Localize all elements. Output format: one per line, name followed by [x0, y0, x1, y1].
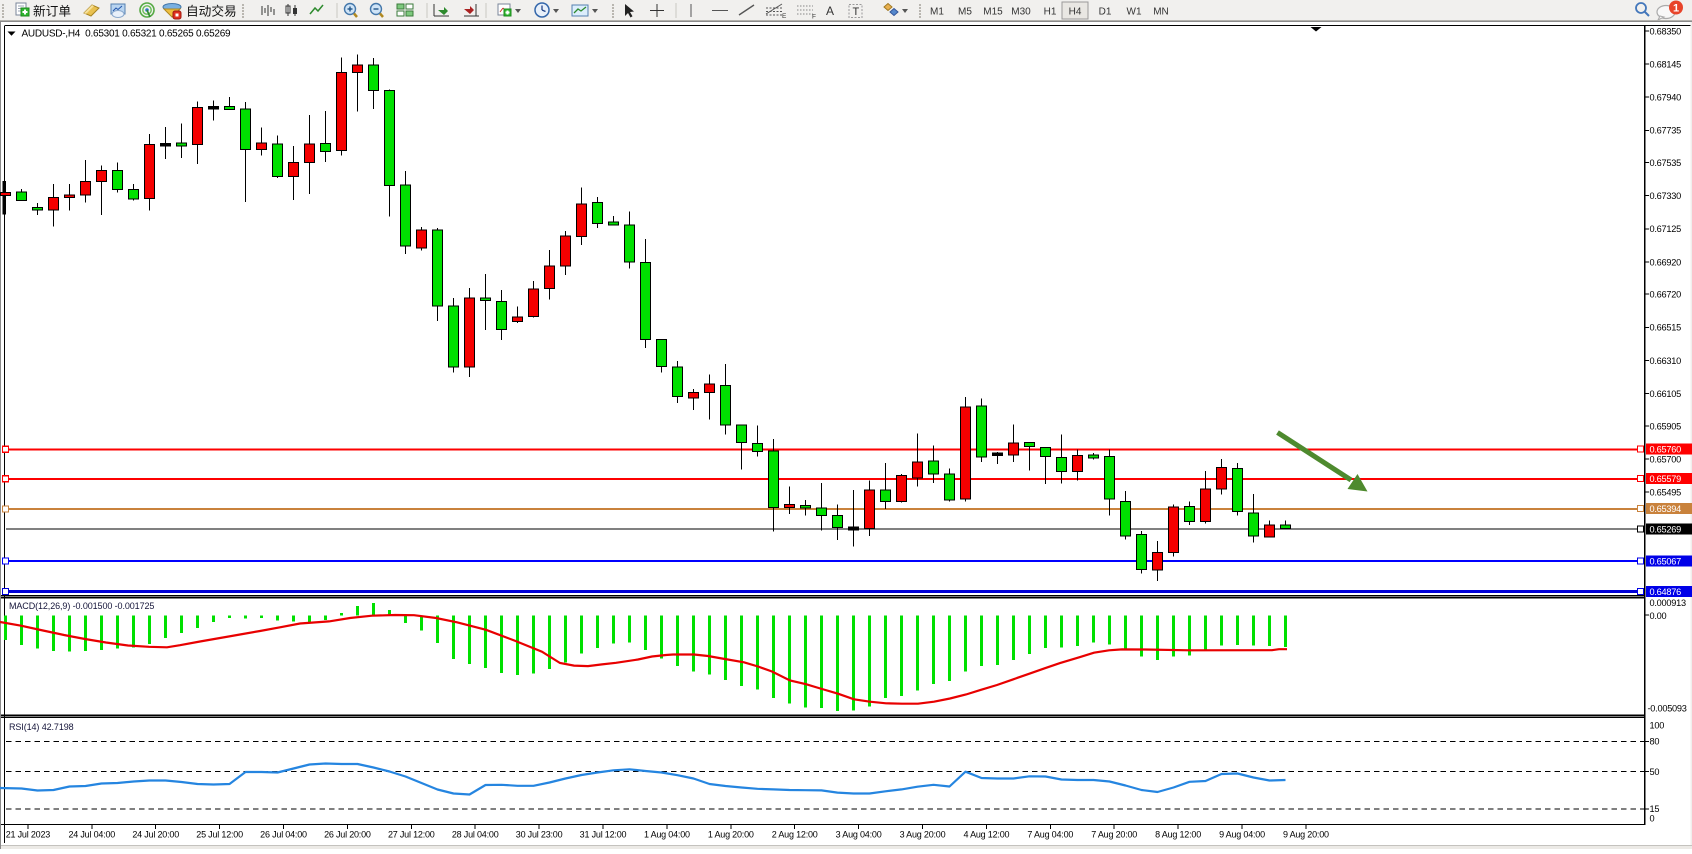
- svg-text:0.65394: 0.65394: [1650, 504, 1682, 514]
- svg-text:0.67735: 0.67735: [1650, 126, 1682, 136]
- svg-text:H1: H1: [1044, 7, 1057, 18]
- svg-text:28 Jul 04:00: 28 Jul 04:00: [452, 830, 499, 840]
- svg-text:0.65269: 0.65269: [1650, 525, 1682, 535]
- svg-text:2 Aug 12:00: 2 Aug 12:00: [772, 830, 818, 840]
- svg-text:0.67940: 0.67940: [1650, 93, 1682, 103]
- svg-text:3 Aug 20:00: 3 Aug 20:00: [900, 830, 946, 840]
- svg-text:0.67125: 0.67125: [1650, 224, 1682, 234]
- svg-text:0.65579: 0.65579: [1650, 474, 1682, 484]
- svg-text:24 Jul 20:00: 24 Jul 20:00: [132, 830, 179, 840]
- svg-text:M30: M30: [1011, 7, 1031, 18]
- svg-text:AUDUSD-,H4 0.65301 0.65321 0.: AUDUSD-,H4 0.65301 0.65321 0.65265 0.652…: [22, 29, 232, 40]
- svg-text:7 Aug 04:00: 7 Aug 04:00: [1027, 830, 1073, 840]
- svg-text:4 Aug 12:00: 4 Aug 12:00: [963, 830, 1009, 840]
- svg-text:0.68350: 0.68350: [1650, 26, 1682, 36]
- svg-text:25 Jul 12:00: 25 Jul 12:00: [196, 830, 243, 840]
- svg-text:M15: M15: [983, 7, 1003, 18]
- svg-text:80: 80: [1650, 737, 1660, 747]
- svg-text:3 Aug 04:00: 3 Aug 04:00: [836, 830, 882, 840]
- svg-text:15: 15: [1650, 804, 1660, 814]
- svg-text:1 Aug 04:00: 1 Aug 04:00: [644, 830, 690, 840]
- svg-text:30 Jul 23:00: 30 Jul 23:00: [516, 830, 563, 840]
- svg-text:0: 0: [1650, 814, 1655, 824]
- svg-text:0.66920: 0.66920: [1650, 257, 1682, 267]
- svg-text:M5: M5: [958, 7, 972, 18]
- svg-text:自动交易: 自动交易: [186, 4, 237, 19]
- svg-text:0.66515: 0.66515: [1650, 323, 1682, 333]
- svg-text:H4: H4: [1069, 7, 1082, 18]
- svg-text:0.00: 0.00: [1650, 611, 1667, 621]
- svg-text:F: F: [812, 14, 816, 21]
- svg-text:0.68145: 0.68145: [1650, 60, 1682, 70]
- svg-text:100: 100: [1650, 721, 1665, 731]
- svg-text:0.65067: 0.65067: [1650, 557, 1682, 567]
- svg-text:0.64876: 0.64876: [1650, 587, 1682, 597]
- svg-text:21 Jul 2023: 21 Jul 2023: [6, 830, 51, 840]
- svg-text:-0.005093: -0.005093: [1648, 704, 1687, 714]
- svg-text:0.67535: 0.67535: [1650, 158, 1682, 168]
- svg-text:31 Jul 12:00: 31 Jul 12:00: [580, 830, 627, 840]
- svg-text:1: 1: [1673, 3, 1679, 15]
- svg-text:0.66720: 0.66720: [1650, 290, 1682, 300]
- svg-text:27 Jul 12:00: 27 Jul 12:00: [388, 830, 435, 840]
- svg-text:D1: D1: [1099, 7, 1112, 18]
- svg-text:M1: M1: [930, 7, 944, 18]
- svg-text:1 Aug 20:00: 1 Aug 20:00: [708, 830, 754, 840]
- svg-text:8 Aug 12:00: 8 Aug 12:00: [1155, 830, 1201, 840]
- svg-text:E: E: [782, 13, 787, 20]
- svg-text:T: T: [853, 6, 860, 18]
- svg-text:MACD(12,26,9) -0.001500 -0.001: MACD(12,26,9) -0.001500 -0.001725: [9, 601, 154, 611]
- svg-text:W1: W1: [1127, 7, 1142, 18]
- svg-text:RSI(14) 42.7198: RSI(14) 42.7198: [9, 722, 74, 732]
- svg-text:MN: MN: [1153, 7, 1169, 18]
- svg-text:26 Jul 04:00: 26 Jul 04:00: [260, 830, 307, 840]
- svg-text:24 Jul 04:00: 24 Jul 04:00: [68, 830, 115, 840]
- svg-text:0.65905: 0.65905: [1650, 421, 1682, 431]
- svg-text:0.000913: 0.000913: [1650, 598, 1686, 608]
- svg-text:26 Jul 20:00: 26 Jul 20:00: [324, 830, 371, 840]
- svg-text:0.66105: 0.66105: [1650, 389, 1682, 399]
- svg-text:9 Aug 04:00: 9 Aug 04:00: [1219, 830, 1265, 840]
- svg-text:0.67330: 0.67330: [1650, 191, 1682, 201]
- svg-text:0.65700: 0.65700: [1650, 454, 1682, 464]
- svg-text:A: A: [826, 4, 834, 18]
- svg-text:7 Aug 20:00: 7 Aug 20:00: [1091, 830, 1137, 840]
- svg-text:0.66310: 0.66310: [1650, 356, 1682, 366]
- svg-text:0.65760: 0.65760: [1650, 445, 1682, 455]
- svg-text:50: 50: [1650, 767, 1660, 777]
- svg-text:0.65495: 0.65495: [1650, 488, 1682, 498]
- svg-text:新订单: 新订单: [33, 4, 71, 19]
- svg-text:9 Aug 20:00: 9 Aug 20:00: [1283, 830, 1329, 840]
